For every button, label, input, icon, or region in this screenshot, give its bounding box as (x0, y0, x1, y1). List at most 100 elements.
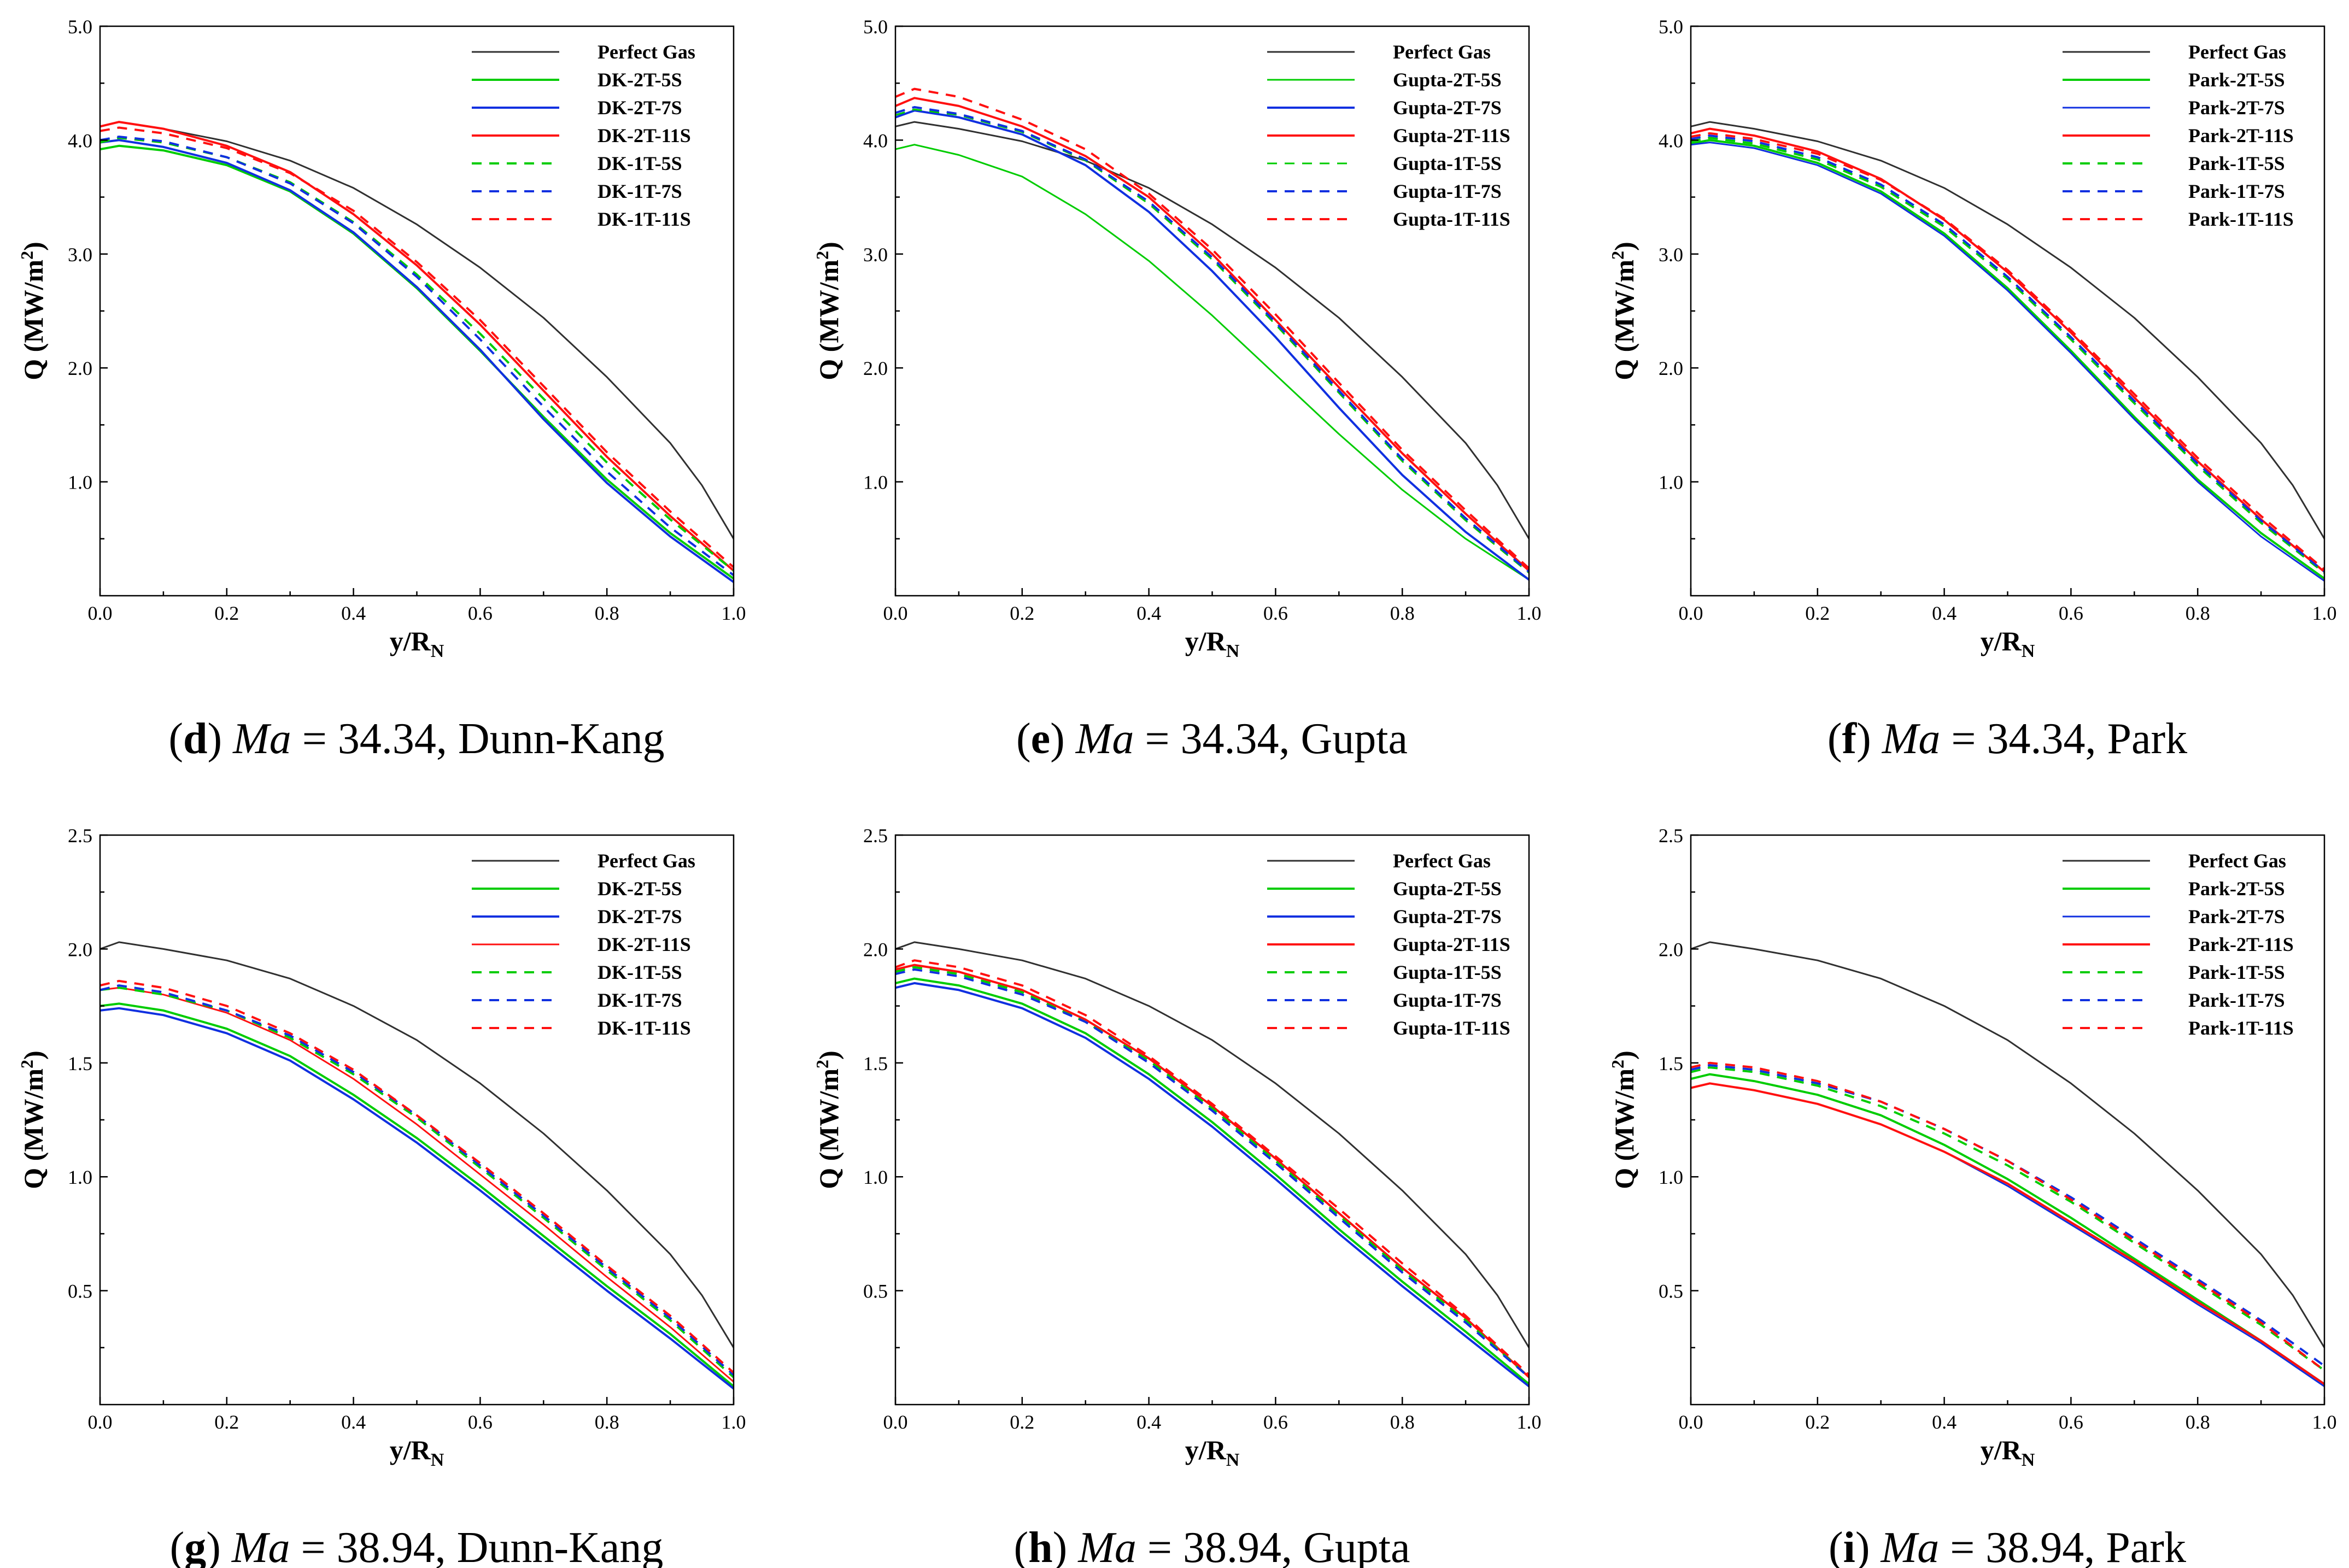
series-group (895, 941, 1529, 1388)
caption-text: = 34.34, Dunn-Kang (291, 715, 665, 763)
x-axis-title-sub: N (1226, 1450, 1240, 1470)
caption-text: = 34.34, Park (1940, 715, 2187, 763)
x-tick-label: 0.0 (1679, 602, 1703, 624)
series-line-dk-2t-5s (100, 1002, 734, 1388)
y-tick-label: 1.5 (863, 1053, 888, 1074)
y-tick-label: 3.0 (1659, 244, 1683, 266)
y-tick-label: 4.0 (863, 130, 888, 151)
series-line-perfect-gas (895, 941, 1529, 1348)
x-tick-label: 0.0 (883, 1411, 908, 1433)
y-axis-title-end: ) (813, 242, 844, 251)
legend-label: DK-2T-5S (597, 878, 682, 900)
y-tick-label: 3.0 (68, 244, 92, 266)
x-tick-label: 0.4 (1137, 602, 1161, 624)
x-axis-title: y/RN (1981, 626, 2035, 661)
x-tick-label: 1.0 (722, 602, 746, 624)
legend-label: DK-1T-5S (597, 152, 682, 174)
x-axis-title-sub: N (1226, 641, 1240, 661)
caption-paren-close: ) (1856, 715, 1882, 763)
series-line-perfect-gas (1691, 941, 2324, 1348)
legend-label: Perfect Gas (1393, 850, 1491, 872)
y-axis-title-end: ) (18, 1050, 49, 1060)
legend-label: Gupta-1T-7S (1393, 180, 1502, 202)
x-tick-label: 0.4 (341, 1411, 366, 1433)
panel-caption: (e) Ma = 34.34, Gupta (1016, 715, 1408, 763)
x-tick-label: 0.2 (1805, 602, 1830, 624)
chart-panel-h: 0.0 0.2 0.4 0.6 0.8 1.0 0.5 1.0 1.5 2.0 2.5 y/RN Q (… (812, 825, 1542, 1568)
y-tick-label: 2.0 (68, 357, 92, 379)
caption-letter: d (183, 715, 208, 763)
chart-panel-f: 0.0 0.2 0.4 0.6 0.8 1.0 1.0 2.0 3.0 4.0 5.0 y/RN Q (… (1608, 16, 2337, 763)
series-line-dk-1t-7s (100, 136, 734, 577)
legend-label: Park-1T-5S (2188, 961, 2285, 983)
x-tick-label: 0.0 (883, 602, 908, 624)
y-axis-title-sup: 2 (1608, 1060, 1627, 1068)
series-line-dk-1t-11s (100, 979, 734, 1374)
series-line-gupta-2t-11s (895, 964, 1529, 1378)
legend-label: DK-1T-11S (597, 1017, 691, 1039)
caption-paren-open: ( (168, 715, 183, 763)
chart-panel-e: 0.0 0.2 0.4 0.6 0.8 1.0 1.0 2.0 3.0 4.0 5.0 y/RN Q (… (812, 16, 1542, 763)
x-axis-title-sub: N (431, 1450, 444, 1470)
legend: Perfect Gas Park-2T-5S Park-2T-7S Park-2T-1… (2063, 850, 2294, 1039)
caption-ma-label: Ma (1077, 1524, 1137, 1568)
series-line-park-1t-5s (1691, 1066, 2324, 1372)
panel-caption: (g) Ma = 38.94, Dunn-Kang (170, 1524, 664, 1568)
series-line-park-2t-7s (1691, 142, 2324, 582)
x-tick-label: 0.0 (88, 602, 113, 624)
caption-text: = 38.94, Gupta (1137, 1524, 1410, 1568)
series-line-park-1t-11s (1691, 132, 2324, 571)
y-axis-title-end: ) (813, 1050, 844, 1060)
legend-label: Perfect Gas (2188, 41, 2286, 63)
series-line-park-1t-5s (1691, 137, 2324, 574)
x-axis-title-main: y/R (390, 1435, 431, 1465)
caption-text: = 34.34, Gupta (1134, 715, 1408, 763)
series-line-park-1t-7s (1691, 134, 2324, 573)
legend-label: DK-2T-11S (597, 933, 691, 955)
legend-label: Perfect Gas (2188, 850, 2286, 872)
legend-label: Park-2T-7S (2188, 97, 2285, 119)
series-line-gupta-1t-11s (895, 87, 1529, 569)
legend: Perfect Gas DK-2T-5S DK-2T-7S DK-2T-11S DK-1… (472, 41, 695, 230)
y-tick-label: 5.0 (68, 16, 92, 38)
series-line-dk-1t-7s (100, 984, 734, 1376)
y-tick-label: 4.0 (1659, 130, 1683, 151)
series-line-park-2t-11s (1691, 1082, 2324, 1385)
series-line-gupta-1t-7s (895, 968, 1529, 1378)
y-axis-title-sup: 2 (1608, 251, 1627, 260)
x-axis-title-sub: N (2022, 641, 2035, 661)
series-line-perfect-gas (100, 941, 734, 1348)
y-tick-label: 5.0 (1659, 16, 1683, 38)
caption-paren-open: ( (170, 1524, 185, 1568)
x-tick-label: 0.2 (1010, 602, 1034, 624)
legend: Perfect Gas Park-2T-5S Park-2T-7S Park-2T-1… (2063, 41, 2294, 230)
legend-label: Park-2T-7S (2188, 906, 2285, 927)
x-axis-title: y/RN (390, 1435, 444, 1470)
x-tick-label: 0.8 (595, 1411, 619, 1433)
x-tick-label: 0.0 (1679, 1411, 1703, 1433)
x-axis-title-sub: N (431, 641, 444, 661)
series-line-dk-2t-7s (100, 139, 734, 583)
legend-label: Gupta-2T-7S (1393, 97, 1502, 119)
x-tick-label: 0.2 (1805, 1411, 1830, 1433)
y-axis-title: Q (MW/m2) (812, 1050, 844, 1189)
legend-label: Perfect Gas (597, 850, 695, 872)
x-tick-label: 0.6 (1263, 1411, 1288, 1433)
x-tick-label: 0.2 (214, 1411, 239, 1433)
x-tick-label: 0.8 (1390, 1411, 1415, 1433)
y-tick-label: 4.0 (68, 130, 92, 151)
legend-label: Park-1T-11S (2188, 1017, 2294, 1039)
legend-label: Park-1T-7S (2188, 180, 2285, 202)
caption-paren-open: ( (1829, 1524, 1843, 1568)
panel-caption: (i) Ma = 38.94, Park (1829, 1524, 2186, 1568)
x-axis-title-sub: N (2022, 1450, 2035, 1470)
x-tick-label: 0.6 (2059, 1411, 2083, 1433)
legend-label: Gupta-1T-7S (1393, 989, 1502, 1011)
y-tick-label: 0.5 (1659, 1281, 1683, 1302)
caption-ma-label: Ma (231, 1524, 290, 1568)
caption-paren-open: ( (1827, 715, 1842, 763)
y-tick-label: 2.5 (68, 825, 92, 847)
x-tick-label: 0.6 (1263, 602, 1288, 624)
x-tick-label: 1.0 (2312, 602, 2337, 624)
